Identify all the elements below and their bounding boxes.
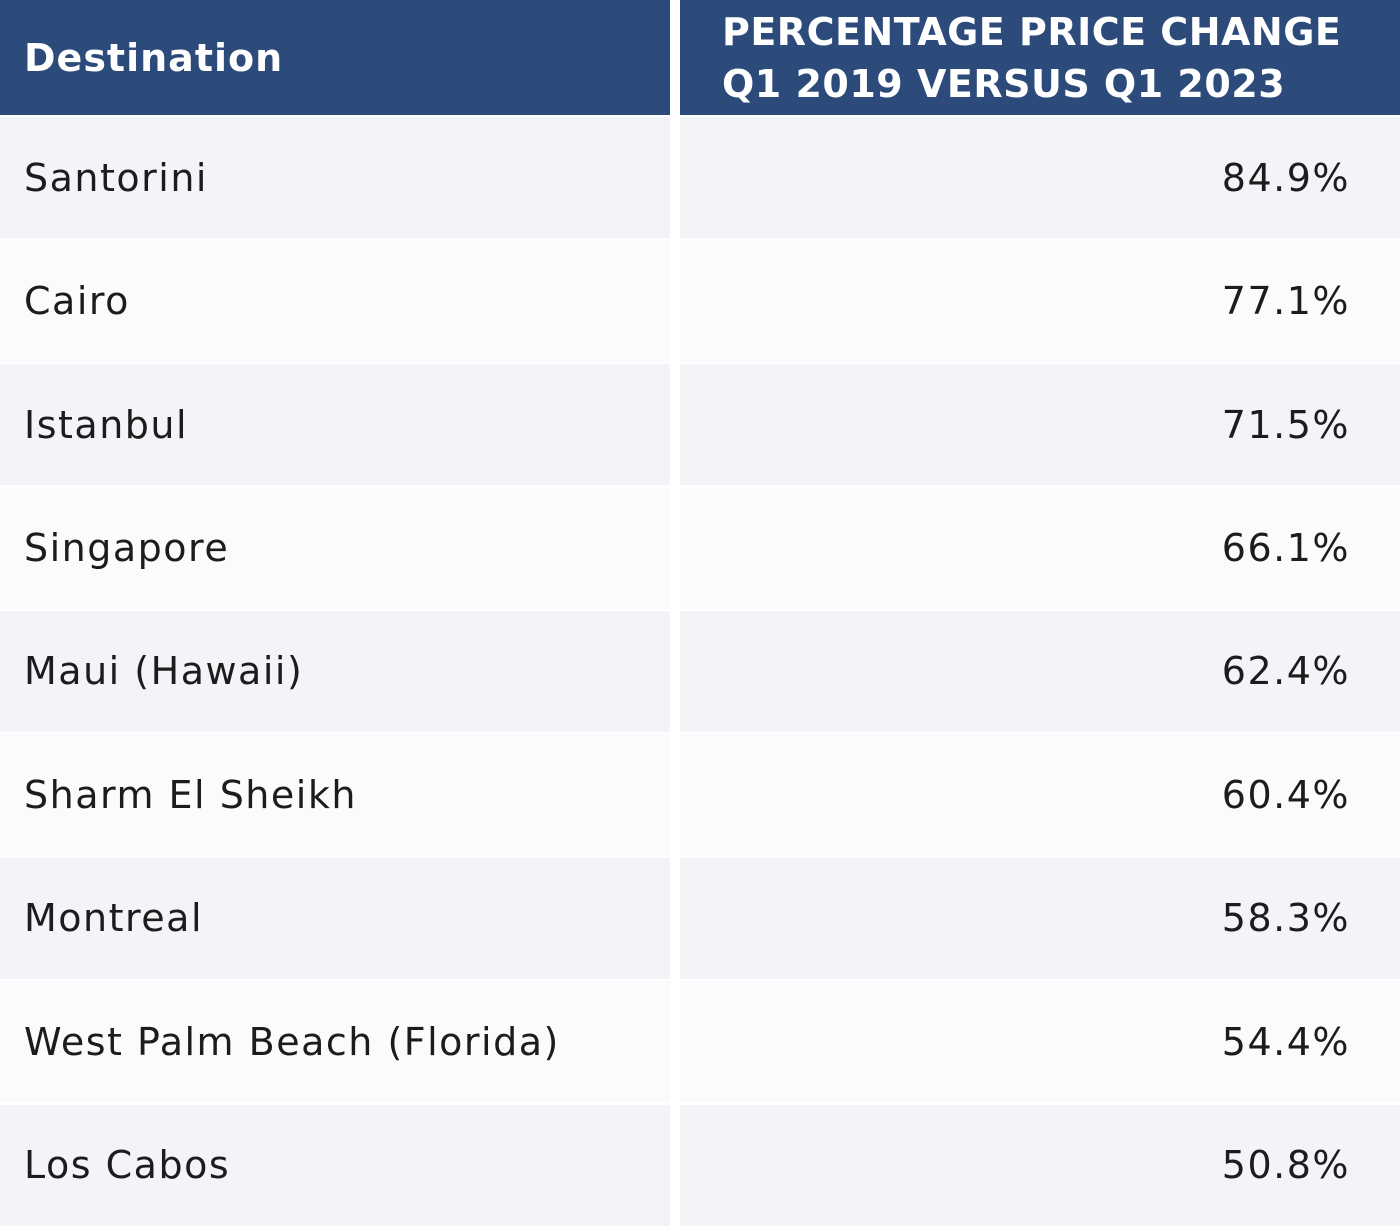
table-row: Sharm El Sheikh 60.4%: [0, 734, 1400, 856]
destination-cell: Los Cabos: [0, 1104, 670, 1226]
destination-cell: West Palm Beach (Florida): [0, 981, 670, 1103]
table-row: Maui (Hawaii) 62.4%: [0, 610, 1400, 732]
price-change-cell: 77.1%: [680, 240, 1400, 362]
destination-cell: Santorini: [0, 117, 670, 239]
header-destination: Destination: [0, 0, 670, 115]
table-row: Istanbul 71.5%: [0, 364, 1400, 486]
table-row: Cairo 77.1%: [0, 240, 1400, 362]
price-change-cell: 66.1%: [680, 487, 1400, 609]
header-destination-label: Destination: [24, 35, 284, 80]
price-change-cell: 58.3%: [680, 857, 1400, 979]
price-change-cell: 84.9%: [680, 117, 1400, 239]
header-price-change: PERCENTAGE PRICE CHANGE Q1 2019 VERSUS Q…: [680, 0, 1400, 115]
header-price-change-line2: Q1 2019 VERSUS Q1 2023: [722, 61, 1286, 106]
destination-cell: Sharm El Sheikh: [0, 734, 670, 856]
destination-cell: Singapore: [0, 487, 670, 609]
table-row: Montreal 58.3%: [0, 857, 1400, 979]
table-row: Los Cabos 50.8%: [0, 1104, 1400, 1226]
table-row: Santorini 84.9%: [0, 117, 1400, 239]
price-change-cell: 62.4%: [680, 610, 1400, 732]
table-header: Destination PERCENTAGE PRICE CHANGE Q1 2…: [0, 0, 1400, 115]
destination-cell: Cairo: [0, 240, 670, 362]
price-change-cell: 60.4%: [680, 734, 1400, 856]
price-change-cell: 71.5%: [680, 364, 1400, 486]
destination-cell: Maui (Hawaii): [0, 610, 670, 732]
destination-cell: Montreal: [0, 857, 670, 979]
destination-cell: Istanbul: [0, 364, 670, 486]
table-row: West Palm Beach (Florida) 54.4%: [0, 981, 1400, 1103]
header-price-change-line1: PERCENTAGE PRICE CHANGE: [722, 9, 1342, 54]
price-change-cell: 54.4%: [680, 981, 1400, 1103]
price-change-cell: 50.8%: [680, 1104, 1400, 1226]
table-row: Singapore 66.1%: [0, 487, 1400, 609]
